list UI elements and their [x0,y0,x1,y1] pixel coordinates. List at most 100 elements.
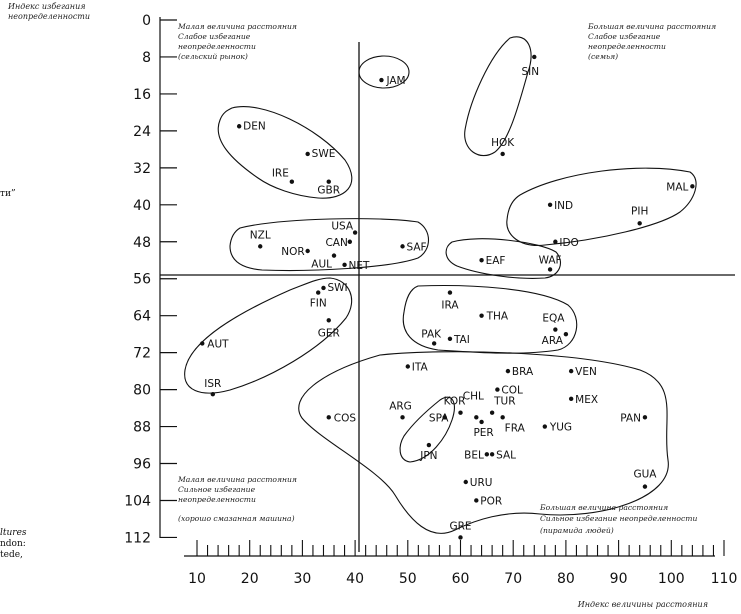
y-tick-label: 112 [124,530,151,546]
point-jam [379,77,384,83]
y-tick-label: 8 [142,50,151,66]
cluster-outlines [184,36,697,534]
cluster-germanic [184,277,353,394]
label-mex: MEX [575,394,598,406]
y-tick-label: 64 [133,309,151,325]
point-fin [316,290,321,295]
y-tick-label: 80 [133,383,151,399]
label-nor: NOR [281,246,304,258]
label-gbr: GBR [317,185,340,197]
label-eaf: EAF [486,255,506,267]
point-spa [442,415,447,420]
margin-fragment-3: ndon: [0,539,26,549]
label-cos: COS [334,412,357,424]
point-bel [484,452,490,457]
svg-text:Сильное избегание: Сильное избегание [178,485,256,494]
label-nzl: NZL [250,229,271,241]
svg-text:Малая величина расстояния: Малая величина расстояния [177,475,297,484]
label-tha: THA [486,311,509,323]
label-ven: VEN [575,366,597,378]
label-ger: GER [318,327,340,339]
label-tur: TUR [493,396,515,408]
label-kor: KOR [444,396,466,408]
label-den: DEN [243,120,266,132]
label-chl: CHL [463,390,484,402]
point-sin [532,54,537,60]
label-jam: JAM [385,75,405,87]
svg-text:(семья): (семья) [588,52,618,61]
point-aul [331,253,337,258]
y-tick-label: 48 [133,235,151,251]
y-axis-title-line1: Индекс избегания [7,2,86,11]
point-swe [305,151,310,157]
label-tai: TAI [453,334,470,346]
point-mex [568,396,574,402]
x-tick-label: 110 [711,571,738,587]
y-tick-label: 16 [133,87,151,103]
x-tick-label: 30 [293,571,311,587]
label-jpn: JPN [419,450,437,462]
point-tai [447,336,453,341]
label-mal: MAL [666,181,688,193]
point-pan [642,415,648,420]
point-isr [210,392,216,397]
point-eqa [553,327,558,332]
point-net [342,262,347,268]
data-points: JAM SIN HOK DEN SWE IRE GBR MAL IND PIH IDO NZL USA C… [200,54,695,540]
label-pan: PAN [620,412,641,424]
label-uru: URU [470,477,493,489]
point-uru [463,479,468,485]
y-tick-label: 88 [133,420,151,436]
point-bra [505,368,511,374]
svg-text:(пирамида людей): (пирамида людей) [540,526,614,535]
x-axis-title: Индекс величины расстояния [577,600,708,609]
point-gbr [326,179,331,184]
point-arg [400,415,405,420]
label-aul: AUL [311,259,332,271]
point-sal [489,452,495,457]
label-ido: IDO [559,237,578,249]
point-swi [321,285,326,291]
label-hok: HOK [491,137,515,149]
point-col [495,387,500,392]
margin-fragment-4: tede, [0,550,23,560]
x-tick-label: 60 [452,571,470,587]
label-waf: WAF [539,254,562,266]
point-hok [500,151,505,157]
point-saf [400,244,405,249]
point-ven [568,368,574,374]
x-tick-label: 90 [610,571,628,587]
point-pak [431,341,437,346]
point-tha [479,313,484,318]
label-swe: SWE [312,148,336,160]
label-yug: YUG [549,422,572,434]
x-tick-label: 40 [346,571,364,587]
y-tick-label: 96 [133,457,151,473]
label-isr: ISR [204,378,221,390]
label-eqa: EQA [542,313,565,325]
margin-fragment-2: ltures [0,528,27,538]
label-saf: SAF [407,241,427,253]
label-pih: PIH [631,205,648,217]
svg-text:неопределенности: неопределенности [178,495,256,504]
point-can [347,239,353,244]
label-net: NET [349,260,370,272]
svg-text:Большая величина расстояния: Большая величина расстояния [587,22,716,31]
point-usa [352,230,358,235]
svg-text:Большая величина расстояния: Большая величина расстояния [539,503,668,512]
point-yug [542,424,548,429]
cluster-japan [399,396,455,463]
label-arg: ARG [389,400,412,412]
x-tick-label: 80 [557,571,575,587]
y-tick-label: 72 [133,346,151,362]
point-waf [547,267,553,272]
label-aut: AUT [207,338,229,350]
svg-text:неопределенности: неопределенности [178,42,256,51]
cluster-sin-hok [464,36,532,157]
point-ido [553,239,558,244]
axes [159,17,735,557]
y-tick-label: 0 [142,13,151,29]
point-per [479,419,484,425]
cluster-africa [445,238,561,279]
